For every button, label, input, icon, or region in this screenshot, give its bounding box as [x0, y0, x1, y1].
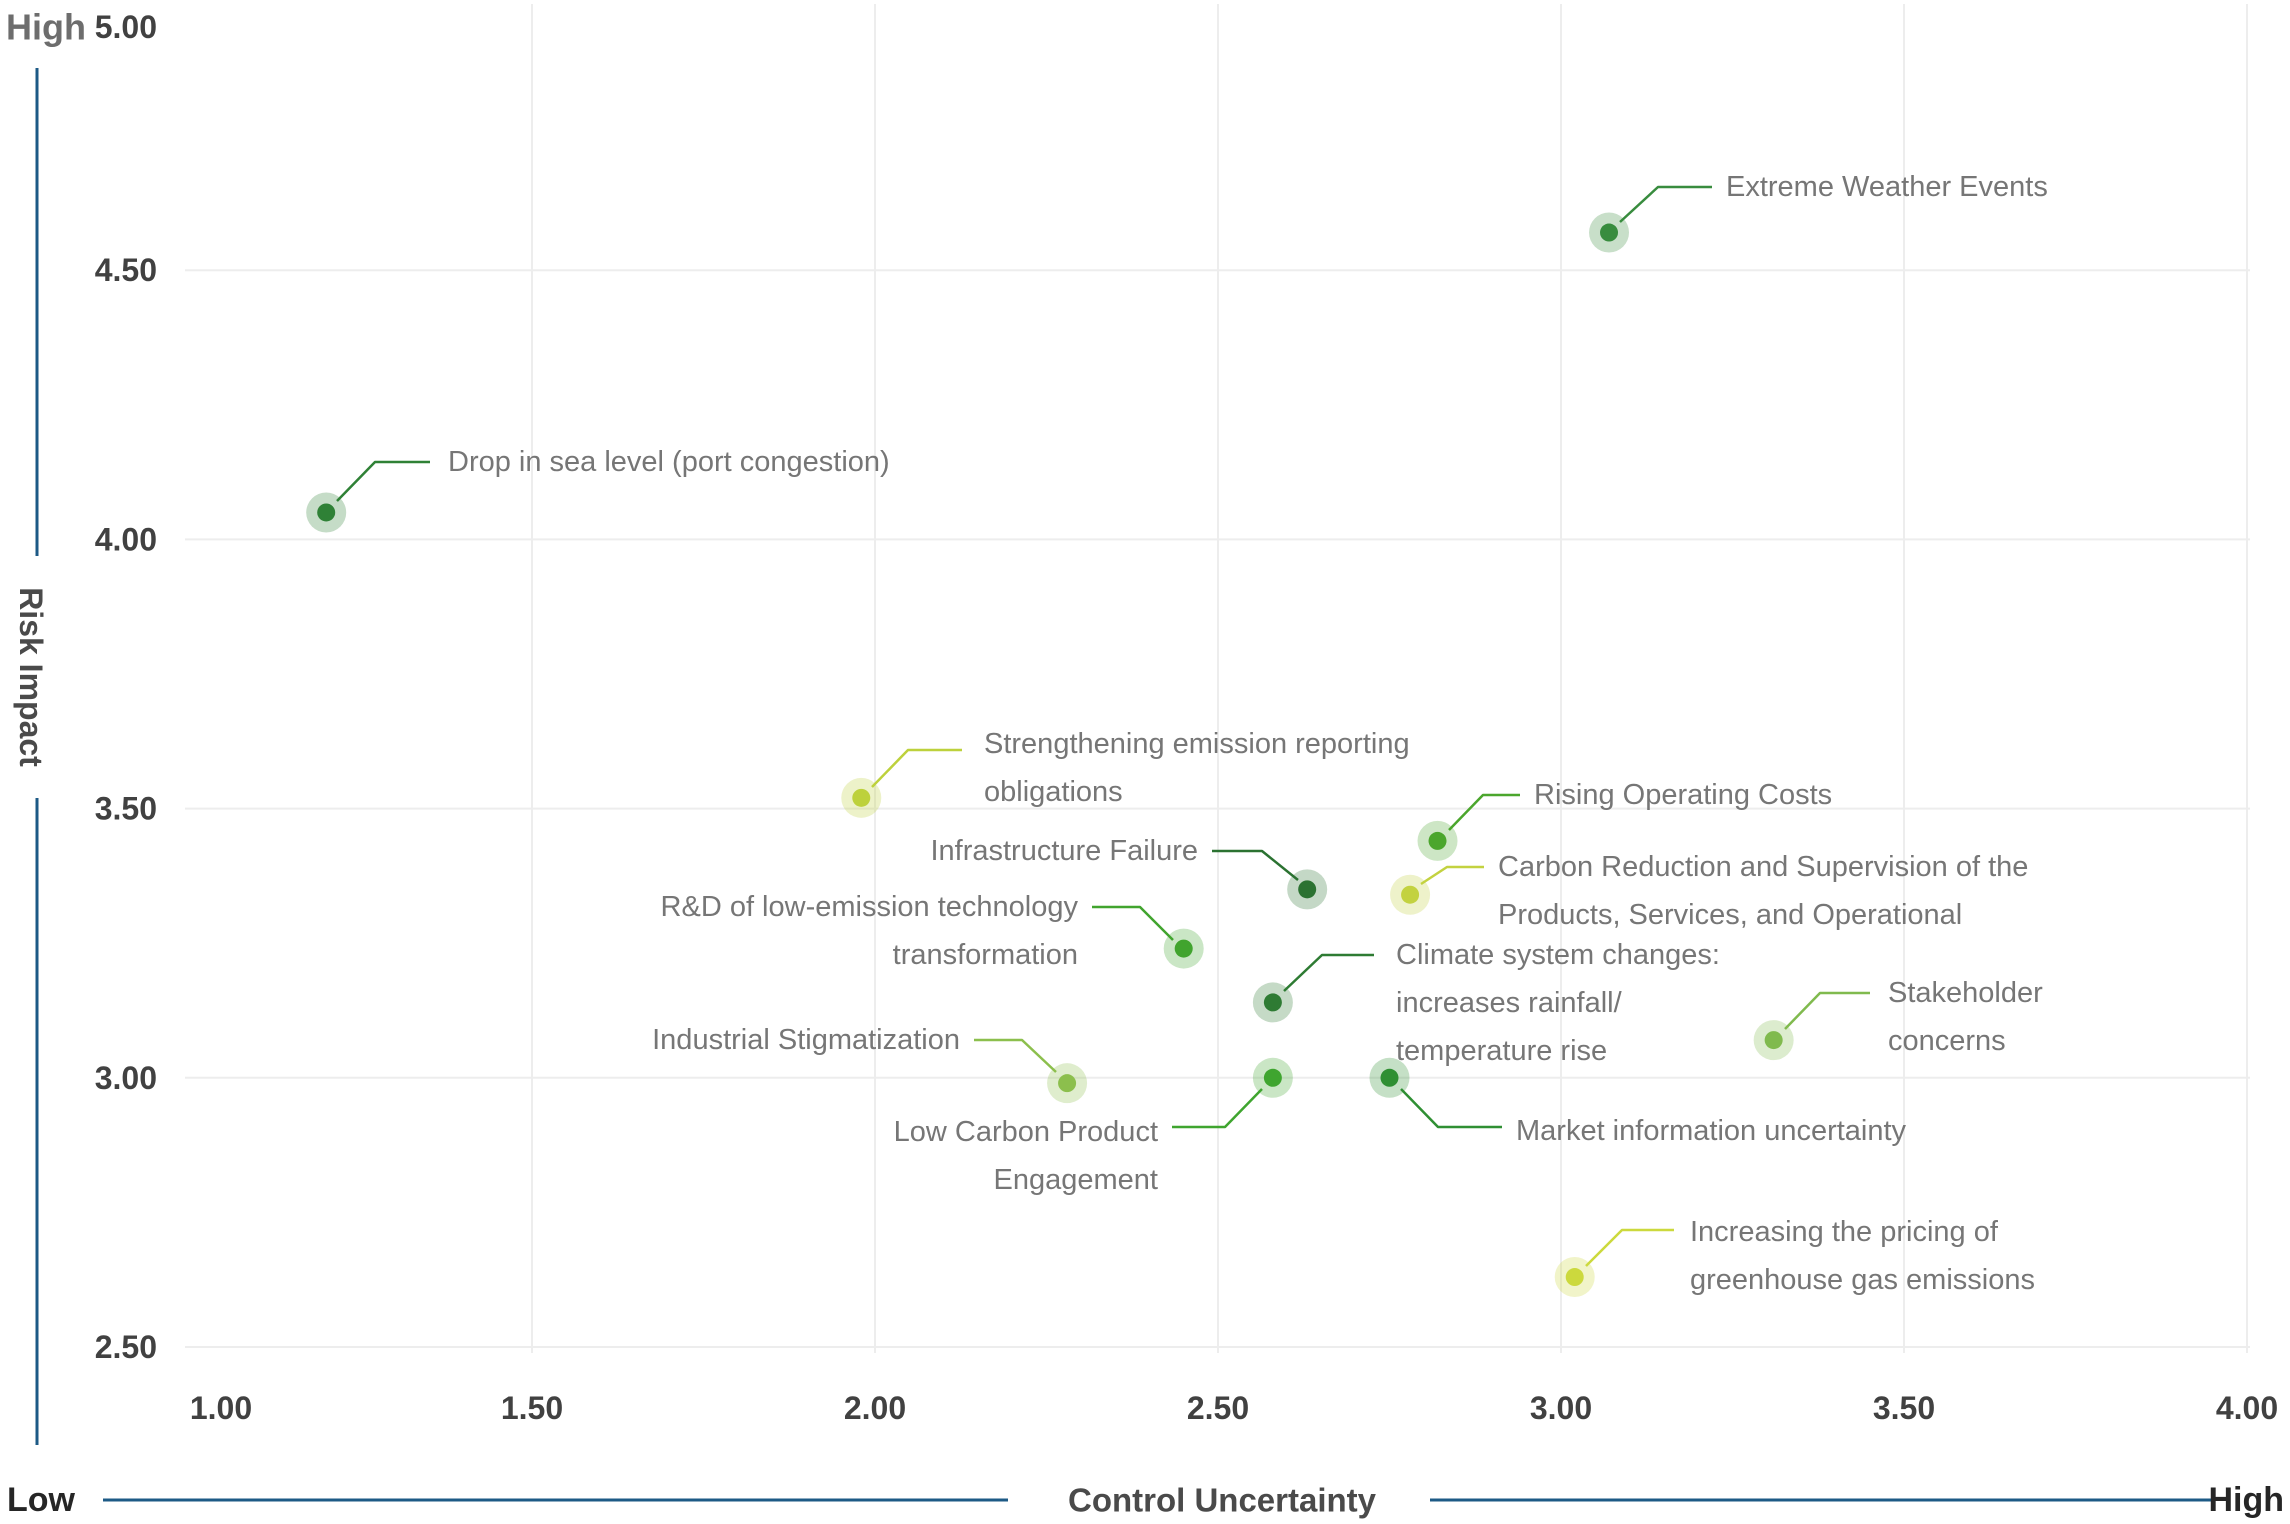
gridlines — [185, 4, 2250, 1353]
point-label: Engagement — [994, 1164, 1158, 1196]
leader-line — [1283, 953, 1374, 992]
data-point-stakeholder-concerns[interactable]: Stakeholder concerns — [1753, 977, 2043, 1061]
point-label: Extreme Weather Events — [1726, 171, 2048, 203]
point-label: increases rainfall/ — [1396, 987, 1623, 1019]
point-dot[interactable] — [1263, 1068, 1282, 1087]
point-label: Industrial Stigmatization — [652, 1024, 960, 1056]
x-tick-label: 2.50 — [1187, 1390, 1249, 1426]
point-label: Market information uncertainty — [1516, 1115, 1907, 1147]
point-dot[interactable] — [852, 788, 871, 807]
y-axis: Risk Impact High 5.00 4.50 4.00 3.50 3.00 2.50 — [6, 7, 157, 1445]
x-tick-label: 1.50 — [501, 1390, 563, 1426]
point-dot[interactable] — [1380, 1068, 1399, 1087]
leader-line — [336, 460, 430, 502]
y-tick-label: 5.00 — [95, 9, 157, 45]
y-tick-label: 4.50 — [95, 252, 157, 288]
leader-line — [1092, 905, 1174, 941]
point-label: transformation — [893, 939, 1078, 971]
leader-line — [1400, 1088, 1502, 1129]
x-tick-label: 3.00 — [1530, 1390, 1592, 1426]
x-axis: 1.00 1.50 2.00 2.50 3.00 3.50 4.00 Low Control U… — [7, 1390, 2284, 1519]
point-dot[interactable] — [1401, 885, 1420, 904]
data-point-carbon-reduction-supervision[interactable]: Carbon Reduction and Supervision of the P… — [1390, 851, 2028, 931]
point-dot[interactable] — [1263, 993, 1282, 1012]
point-label: Increasing the pricing of — [1690, 1216, 1999, 1248]
point-label: Products, Services, and Operational — [1498, 899, 1962, 931]
y-axis-high-label: High — [6, 7, 86, 48]
data-point-low-carbon-product-engagement[interactable]: Low Carbon Product Engagement — [894, 1057, 1293, 1196]
point-label: Infrastructure Failure — [930, 835, 1198, 867]
x-tick-label: 1.00 — [190, 1390, 252, 1426]
point-label: greenhouse gas emissions — [1690, 1264, 2035, 1296]
point-label: Stakeholder — [1888, 977, 2043, 1009]
x-axis-title: Control Uncertainty — [1068, 1482, 1377, 1519]
point-dot[interactable] — [1600, 223, 1619, 242]
point-label: Drop in sea level (port congestion) — [448, 446, 890, 478]
data-point-climate-system-changes[interactable]: Climate system changes: increases rainfal… — [1252, 939, 1720, 1067]
point-label: Rising Operating Costs — [1534, 779, 1832, 811]
leader-line — [1585, 1228, 1674, 1267]
x-axis-low-label: Low — [7, 1481, 76, 1519]
data-point-infrastructure-failure[interactable]: Infrastructure Failure — [930, 835, 1328, 910]
point-dot[interactable] — [1174, 939, 1193, 958]
y-tick-label: 4.00 — [95, 521, 157, 557]
point-dot[interactable] — [1428, 831, 1447, 850]
leader-line — [1448, 793, 1520, 831]
point-label: Carbon Reduction and Supervision of the — [1498, 851, 2028, 883]
data-point-extreme-weather-events[interactable]: Extreme Weather Events — [1589, 171, 2048, 253]
point-dot[interactable] — [1764, 1031, 1783, 1050]
leader-line — [871, 748, 962, 788]
y-tick-label: 3.00 — [95, 1060, 157, 1096]
point-dot[interactable] — [317, 503, 336, 522]
data-point-market-information-uncertainty[interactable]: Market information uncertainty — [1369, 1057, 1907, 1147]
leader-line — [974, 1038, 1057, 1073]
data-point-strengthening-emission-reporting[interactable]: Strengthening emission reporting obligati… — [841, 728, 1410, 818]
point-dot[interactable] — [1058, 1074, 1077, 1093]
leader-line — [1420, 865, 1484, 886]
x-tick-label: 4.00 — [2216, 1390, 2278, 1426]
y-tick-label: 3.50 — [95, 791, 157, 827]
point-label: temperature rise — [1396, 1035, 1607, 1067]
x-tick-label: 3.50 — [1873, 1390, 1935, 1426]
data-point-drop-in-sea-level[interactable]: Drop in sea level (port congestion) — [306, 446, 890, 533]
leader-line — [1619, 185, 1712, 223]
point-label: Strengthening emission reporting — [984, 728, 1410, 760]
leader-line — [1172, 1088, 1263, 1129]
y-tick-label: 2.50 — [95, 1329, 157, 1365]
point-label: obligations — [984, 776, 1123, 808]
point-label: Low Carbon Product — [894, 1116, 1158, 1148]
data-point-rd-low-emission-technology[interactable]: R&D of low-emission technology transforma… — [661, 891, 1204, 971]
x-tick-label: 2.00 — [844, 1390, 906, 1426]
data-point-industrial-stigmatization[interactable]: Industrial Stigmatization — [652, 1024, 1088, 1104]
y-axis-title: Risk Impact — [13, 587, 49, 767]
point-dot[interactable] — [1565, 1268, 1584, 1287]
point-label: concerns — [1888, 1025, 2006, 1057]
leader-line — [1212, 849, 1299, 881]
data-point-increasing-pricing-ghg[interactable]: Increasing the pricing of greenhouse gas … — [1554, 1216, 2035, 1298]
point-dot[interactable] — [1298, 880, 1317, 899]
x-axis-high-label: High — [2208, 1481, 2284, 1519]
data-point-rising-operating-costs[interactable]: Rising Operating Costs — [1417, 779, 1833, 861]
point-label: Climate system changes: — [1396, 939, 1720, 971]
leader-line — [1784, 991, 1870, 1030]
point-label: R&D of low-emission technology — [661, 891, 1079, 923]
